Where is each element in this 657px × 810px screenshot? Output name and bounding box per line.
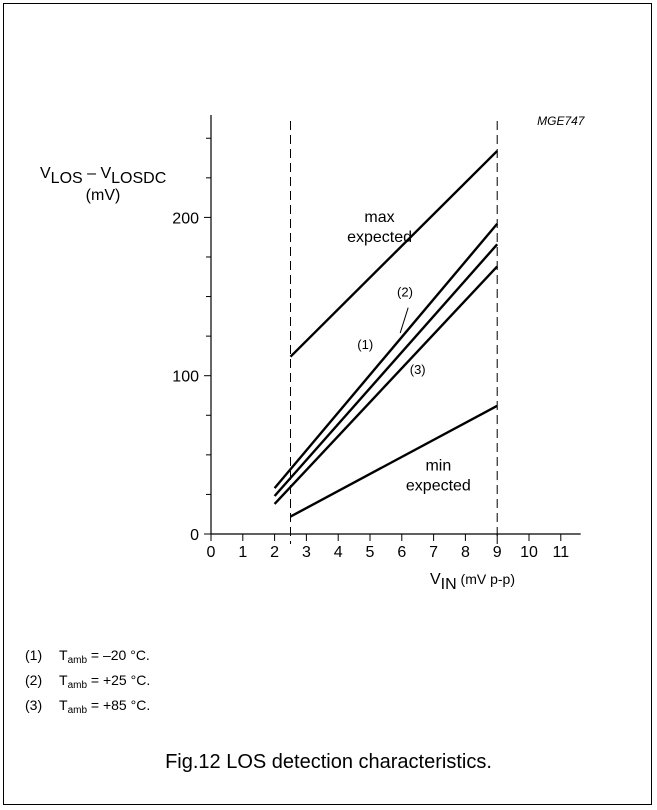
series-line-t3 — [273, 265, 499, 505]
series-label-t2: (2) — [397, 285, 413, 300]
reference-code: MGE747 — [537, 114, 586, 128]
note-value: = +85 °C. — [87, 697, 151, 713]
note-subscript: amb — [67, 705, 88, 716]
series-line-min — [289, 404, 498, 518]
x-tick-label: 1 — [238, 544, 247, 561]
series-line-max — [289, 150, 499, 358]
note-index: (2) — [25, 672, 43, 688]
x-axis-label: VIN (mV p-p) — [430, 571, 515, 593]
x-tick-label: 4 — [334, 544, 343, 561]
note-symbol: T — [59, 697, 68, 713]
note-value: = –20 °C. — [87, 647, 150, 663]
y-tick-label: 0 — [190, 527, 199, 544]
note-index: (3) — [25, 697, 43, 713]
x-tick-label: 7 — [429, 544, 438, 561]
note-subscript: amb — [67, 655, 88, 666]
y-axis-label: VLOS – VLOSDC — [40, 165, 166, 187]
los-detection-chart: 0 1 2 3 4 5 6 7 8 9 10 11 0 100 200 max expected min expe… — [40, 114, 586, 593]
note-index: (1) — [25, 647, 43, 663]
note-2: (2) Tamb = +25 °C. — [25, 670, 150, 695]
series-label-t3: (3) — [410, 362, 426, 377]
note-symbol: T — [59, 672, 68, 688]
x-tick-label: 9 — [493, 544, 502, 561]
x-tick-label: 11 — [552, 544, 569, 561]
note-value: = +25 °C. — [87, 672, 151, 688]
figure-caption: Fig.12 LOS detection characteristics. — [165, 751, 492, 773]
figure-frame — [3, 3, 652, 805]
x-tick-label: 2 — [270, 544, 279, 561]
series-label-max: max expected — [347, 209, 412, 246]
notes-list: (1) Tamb = –20 °C. (2) Tamb = +25 °C. (3) T… — [25, 645, 150, 720]
y-tick-label: 200 — [172, 210, 199, 227]
series-label-t2-leader — [399, 307, 409, 334]
x-tick-label: 0 — [207, 544, 216, 561]
note-1: (1) Tamb = –20 °C. — [25, 645, 150, 670]
series-label-min: min expected — [406, 458, 471, 495]
note-subscript: amb — [67, 680, 88, 691]
x-tick-label: 10 — [520, 544, 538, 561]
series-label-t1: (1) — [357, 337, 373, 352]
x-tick-label: 8 — [461, 544, 470, 561]
y-axis-unit: (mV) — [86, 187, 121, 204]
note-symbol: T — [59, 647, 68, 663]
x-tick-label: 5 — [366, 544, 375, 561]
y-tick-label: 100 — [172, 369, 199, 386]
note-3: (3) Tamb = +85 °C. — [25, 695, 150, 720]
x-tick-label: 6 — [397, 544, 406, 561]
x-tick-label: 3 — [302, 544, 311, 561]
series-line-t1 — [273, 222, 499, 489]
series-line-t2 — [273, 243, 499, 497]
